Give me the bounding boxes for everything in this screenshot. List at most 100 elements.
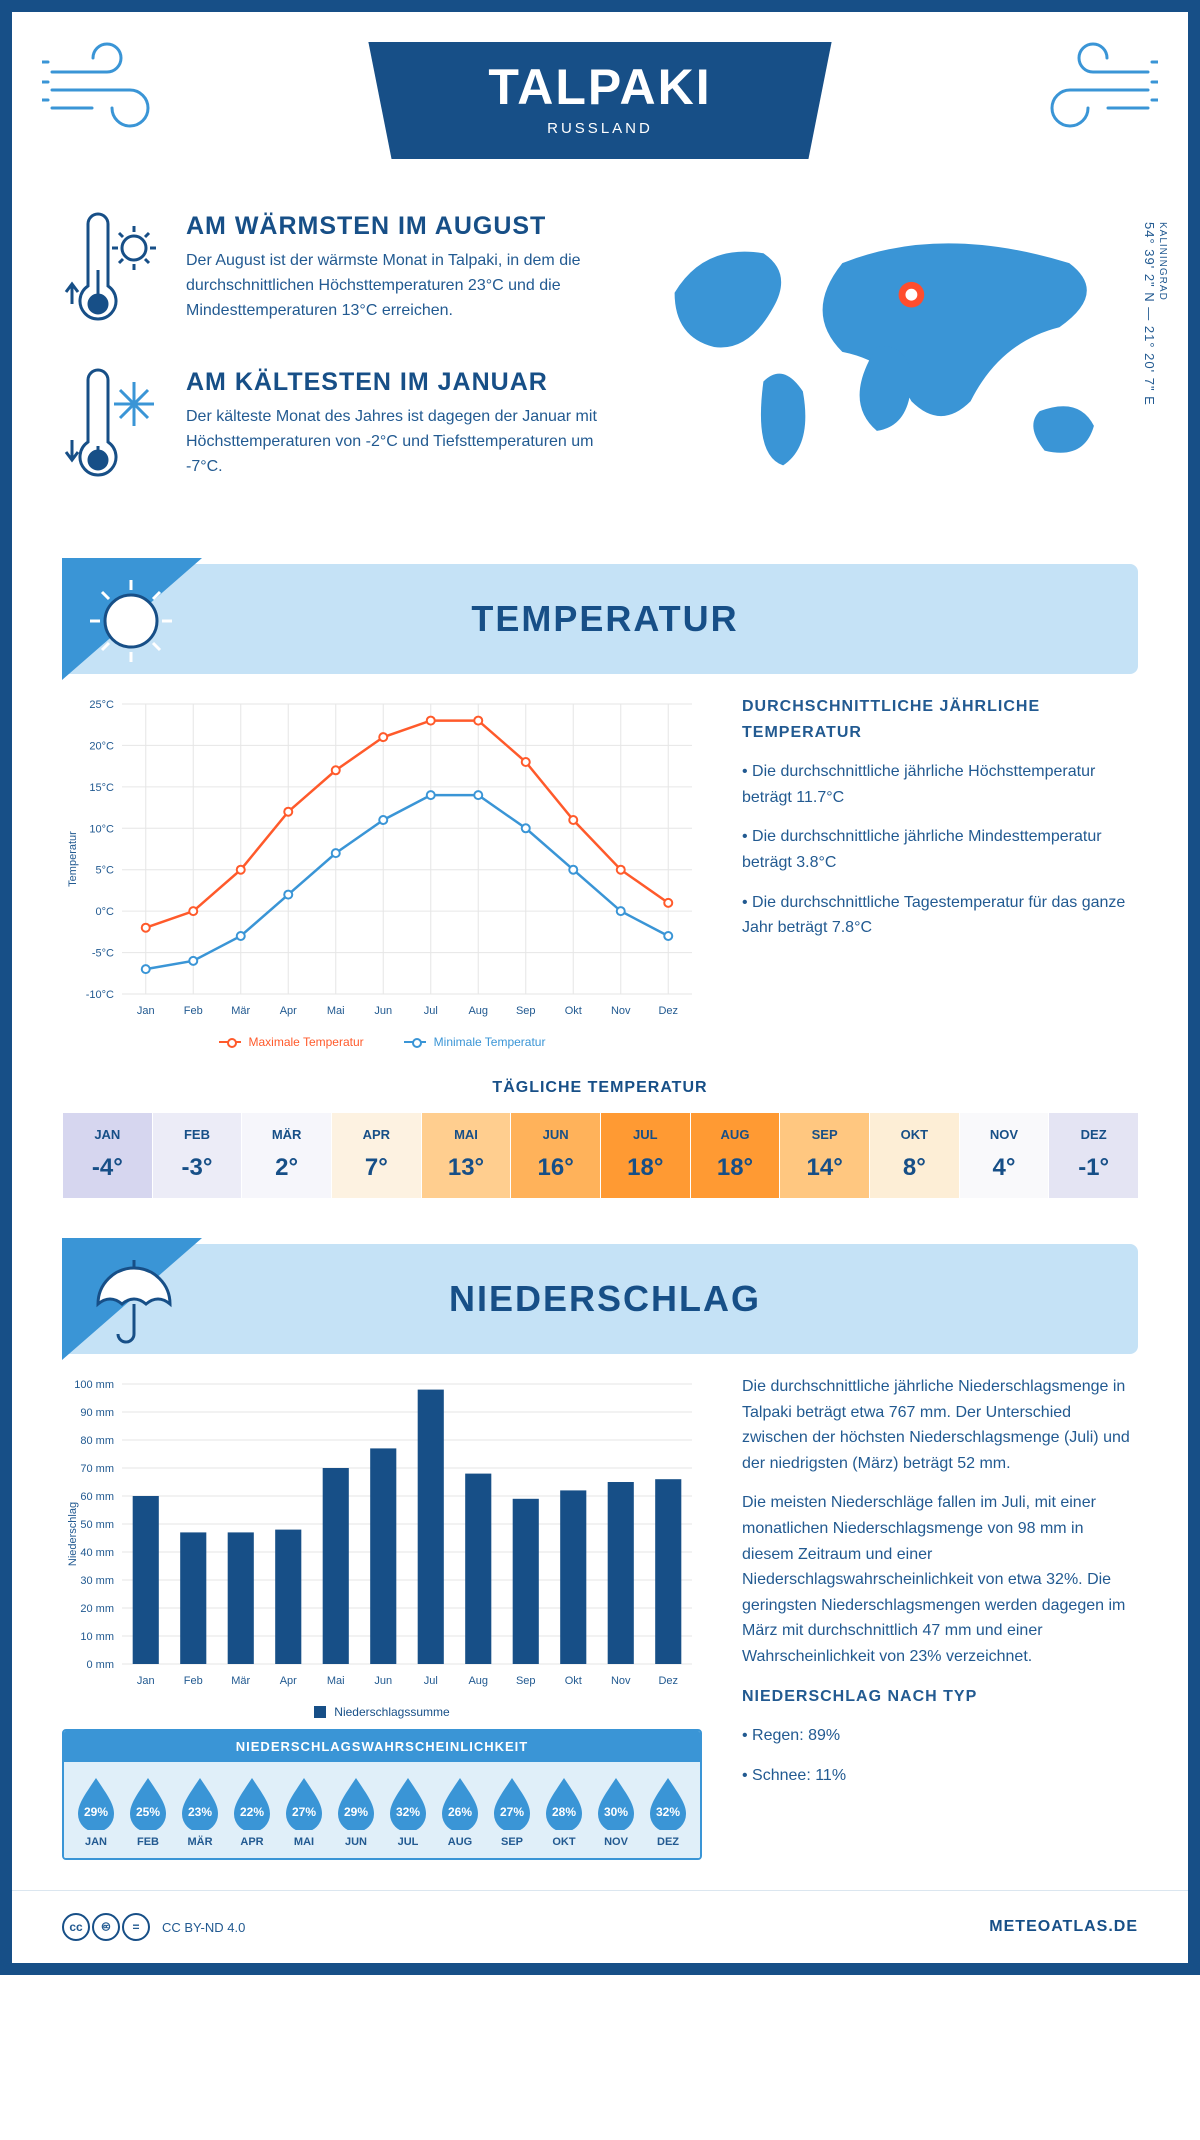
svg-text:0°C: 0°C [96, 906, 115, 918]
precip-prob-drop: 32%DEZ [642, 1776, 694, 1848]
daily-temp-cell: DEZ-1° [1048, 1113, 1138, 1198]
temperature-section-header: TEMPERATUR [62, 564, 1138, 674]
svg-text:Dez: Dez [658, 1005, 678, 1017]
svg-text:Jul: Jul [424, 1675, 438, 1687]
svg-text:20°C: 20°C [89, 740, 114, 752]
svg-text:80 mm: 80 mm [80, 1435, 114, 1447]
thermometer-hot-icon [62, 212, 162, 332]
svg-text:90 mm: 90 mm [80, 1407, 114, 1419]
cold-text: Der kälteste Monat des Jahres ist dagege… [186, 405, 605, 479]
svg-text:40 mm: 40 mm [80, 1547, 114, 1559]
svg-text:100 mm: 100 mm [74, 1379, 114, 1391]
coldest-block: AM KÄLTESTEN IM JANUAR Der kälteste Mona… [62, 368, 605, 488]
precip-prob-drop: 23%MÄR [174, 1776, 226, 1848]
svg-text:26%: 26% [448, 1805, 472, 1819]
daily-temp-cell: MÄR2° [241, 1113, 331, 1198]
svg-text:Jun: Jun [374, 1005, 392, 1017]
temp-note: • Die durchschnittliche jährliche Höchst… [742, 759, 1138, 810]
precip-prob-drop: 32%JUL [382, 1776, 434, 1848]
svg-text:15°C: 15°C [89, 782, 114, 794]
svg-text:Sep: Sep [516, 1005, 536, 1017]
svg-text:50 mm: 50 mm [80, 1519, 114, 1531]
page-header: TALPAKI RUSSLAND [12, 12, 1188, 212]
daily-temp-cell: OKT8° [869, 1113, 959, 1198]
umbrella-icon [86, 1256, 176, 1346]
svg-text:Feb: Feb [184, 1005, 203, 1017]
precip-prob-drop: 30%NOV [590, 1776, 642, 1848]
svg-text:30 mm: 30 mm [80, 1575, 114, 1587]
svg-text:Mai: Mai [327, 1005, 345, 1017]
svg-text:Feb: Feb [184, 1675, 203, 1687]
daily-temp-cell: SEP14° [779, 1113, 869, 1198]
daily-temp-cell: JAN-4° [62, 1113, 152, 1198]
svg-text:Niederschlag: Niederschlag [67, 1502, 79, 1566]
svg-text:0 mm: 0 mm [87, 1659, 115, 1671]
daily-temp-cell: NOV4° [959, 1113, 1049, 1198]
cc-license-icon: cc🅭= [62, 1913, 150, 1941]
daily-temp-title: TÄGLICHE TEMPERATUR [12, 1079, 1188, 1097]
precip-prob-drop: 27%SEP [486, 1776, 538, 1848]
country-subtitle: RUSSLAND [488, 120, 711, 137]
svg-text:22%: 22% [240, 1805, 264, 1819]
svg-text:Aug: Aug [468, 1675, 488, 1687]
site-name: METEOATLAS.DE [989, 1918, 1138, 1936]
svg-text:Okt: Okt [565, 1675, 582, 1687]
city-title: TALPAKI [488, 58, 711, 116]
precip-prob-drop: 29%JAN [70, 1776, 122, 1848]
svg-text:10°C: 10°C [89, 823, 114, 835]
svg-text:25%: 25% [136, 1805, 160, 1819]
temp-title: TEMPERATUR [212, 598, 1138, 640]
svg-text:Nov: Nov [611, 1005, 631, 1017]
daily-temp-cell: APR7° [331, 1113, 421, 1198]
svg-text:32%: 32% [656, 1805, 680, 1819]
precip-legend: Niederschlagssumme [62, 1705, 702, 1719]
svg-text:Temperatur: Temperatur [67, 831, 79, 887]
precip-section-header: NIEDERSCHLAG [62, 1244, 1138, 1354]
svg-text:10 mm: 10 mm [80, 1631, 114, 1643]
svg-text:27%: 27% [292, 1805, 316, 1819]
precipitation-bar-chart: 0 mm10 mm20 mm30 mm40 mm50 mm60 mm70 mm8… [62, 1374, 702, 1694]
svg-text:Apr: Apr [280, 1675, 297, 1687]
warmest-block: AM WÄRMSTEN IM AUGUST Der August ist der… [62, 212, 605, 332]
svg-text:-10°C: -10°C [86, 989, 114, 1001]
svg-text:29%: 29% [344, 1805, 368, 1819]
svg-text:70 mm: 70 mm [80, 1463, 114, 1475]
svg-text:23%: 23% [188, 1805, 212, 1819]
svg-text:Mai: Mai [327, 1675, 345, 1687]
svg-text:25°C: 25°C [89, 699, 114, 711]
svg-text:28%: 28% [552, 1805, 576, 1819]
license-text: CC BY-ND 4.0 [162, 1920, 245, 1935]
svg-text:32%: 32% [396, 1805, 420, 1819]
temp-notes-title: DURCHSCHNITTLICHE JÄHRLICHE TEMPERATUR [742, 694, 1138, 745]
temp-note: • Die durchschnittliche Tagestemperatur … [742, 890, 1138, 941]
svg-text:5°C: 5°C [96, 865, 115, 877]
daily-temp-cell: MAI13° [421, 1113, 511, 1198]
precip-text-2: Die meisten Niederschläge fallen im Juli… [742, 1490, 1138, 1669]
svg-text:30%: 30% [604, 1805, 628, 1819]
title-banner: TALPAKI RUSSLAND [368, 42, 831, 159]
coordinates: KALININGRAD 54° 39' 2" N — 21° 20' 7" E [1142, 222, 1168, 406]
warm-title: AM WÄRMSTEN IM AUGUST [186, 212, 605, 241]
svg-text:Jul: Jul [424, 1005, 438, 1017]
precip-prob-drop: 25%FEB [122, 1776, 174, 1848]
precip-type-line: • Schnee: 11% [742, 1763, 1138, 1789]
precip-prob-drop: 27%MAI [278, 1776, 330, 1848]
svg-text:60 mm: 60 mm [80, 1491, 114, 1503]
sun-icon [86, 576, 176, 666]
svg-text:Jun: Jun [374, 1675, 392, 1687]
temp-legend: Maximale Temperatur Minimale Temperatur [62, 1035, 702, 1049]
svg-text:Okt: Okt [565, 1005, 582, 1017]
svg-text:Mär: Mär [231, 1675, 250, 1687]
precip-title: NIEDERSCHLAG [212, 1278, 1138, 1320]
wind-icon [1028, 42, 1158, 132]
daily-temperature-grid: JAN-4°FEB-3°MÄR2°APR7°MAI13°JUN16°JUL18°… [62, 1113, 1138, 1198]
precip-probability-panel: NIEDERSCHLAGSWAHRSCHEINLICHKEIT 29%JAN25… [62, 1729, 702, 1860]
svg-text:27%: 27% [500, 1805, 524, 1819]
precip-text-1: Die durchschnittliche jährliche Niedersc… [742, 1374, 1138, 1476]
daily-temp-cell: AUG18° [690, 1113, 780, 1198]
svg-text:29%: 29% [84, 1805, 108, 1819]
thermometer-cold-icon [62, 368, 162, 488]
precip-prob-drop: 26%AUG [434, 1776, 486, 1848]
daily-temp-cell: JUL18° [600, 1113, 690, 1198]
temperature-line-chart: -10°C-5°C0°C5°C10°C15°C20°C25°CJanFebMär… [62, 694, 702, 1024]
